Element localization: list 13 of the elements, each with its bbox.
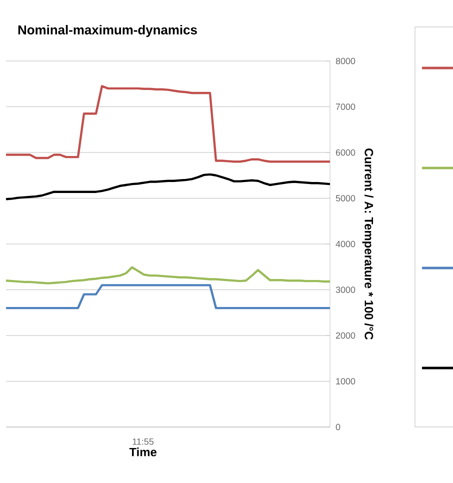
y-tick-label: 6000	[336, 149, 356, 156]
y-tick-label: 0	[336, 424, 340, 430]
chart-title: Nominal-maximum-dynamics	[18, 24, 197, 38]
y-axis-title: Current / A: Temperature * 100 /°C	[362, 148, 374, 340]
y-tick-label: 4000	[336, 240, 356, 248]
y-tick-label: 7000	[336, 104, 356, 110]
y-tick-label: 3000	[336, 286, 356, 293]
y-tick-label: 2000	[336, 332, 356, 339]
text: 11:55	[132, 438, 154, 445]
y-tick-label: 5000	[336, 195, 356, 202]
y-tick-label: 8000	[336, 58, 356, 64]
x-axis-title: Time	[129, 448, 156, 456]
y-tick-label: 1000	[336, 378, 356, 384]
